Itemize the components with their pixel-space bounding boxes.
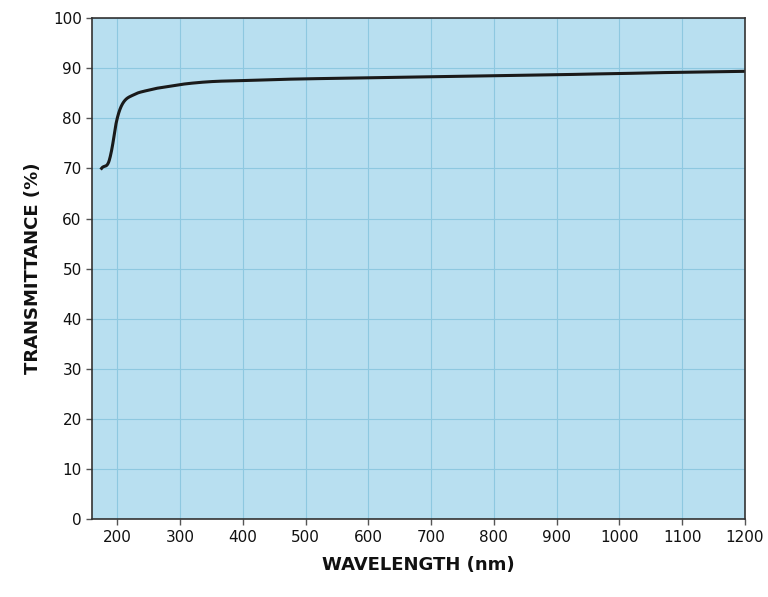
Y-axis label: TRANSMITTANCE (%): TRANSMITTANCE (%) [24, 163, 41, 374]
X-axis label: WAVELENGTH (nm): WAVELENGTH (nm) [323, 556, 515, 574]
